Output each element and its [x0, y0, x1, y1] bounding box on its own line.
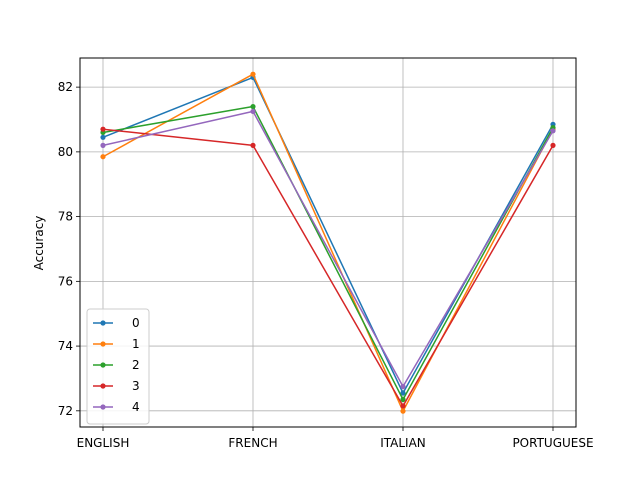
x-tick-label: PORTUGUESE: [512, 436, 593, 450]
legend-label: 1: [132, 337, 140, 351]
x-tick-label: ENGLISH: [77, 436, 130, 450]
y-tick-label: 78: [58, 210, 73, 224]
y-tick-label: 80: [58, 145, 73, 159]
legend-swatch-marker: [100, 362, 105, 367]
data-point: [250, 143, 255, 148]
x-tick-label: FRENCH: [228, 436, 277, 450]
data-point: [400, 403, 405, 408]
y-tick-label: 74: [58, 339, 73, 353]
legend-label: 2: [132, 358, 140, 372]
legend-swatch-marker: [100, 404, 105, 409]
data-point: [400, 409, 405, 414]
y-tick-label: 72: [58, 404, 73, 418]
data-point: [400, 384, 405, 389]
legend-swatch-marker: [100, 383, 105, 388]
data-point: [100, 135, 105, 140]
data-point: [100, 143, 105, 148]
data-point: [550, 128, 555, 133]
data-point: [100, 127, 105, 132]
legend-swatch-marker: [100, 320, 105, 325]
legend-label: 3: [132, 379, 140, 393]
legend-swatch-marker: [100, 341, 105, 346]
x-tick-label: ITALIAN: [380, 436, 426, 450]
legend-label: 4: [132, 400, 140, 414]
legend-label: 0: [132, 316, 140, 330]
y-axis-label: Accuracy: [32, 216, 46, 271]
data-point: [250, 109, 255, 114]
data-point: [550, 143, 555, 148]
data-point: [100, 154, 105, 159]
y-tick-label: 76: [58, 274, 73, 288]
y-tick-label: 82: [58, 80, 73, 94]
data-point: [250, 104, 255, 109]
data-point: [250, 72, 255, 77]
legend: 0 1 2 3 4: [87, 309, 149, 424]
